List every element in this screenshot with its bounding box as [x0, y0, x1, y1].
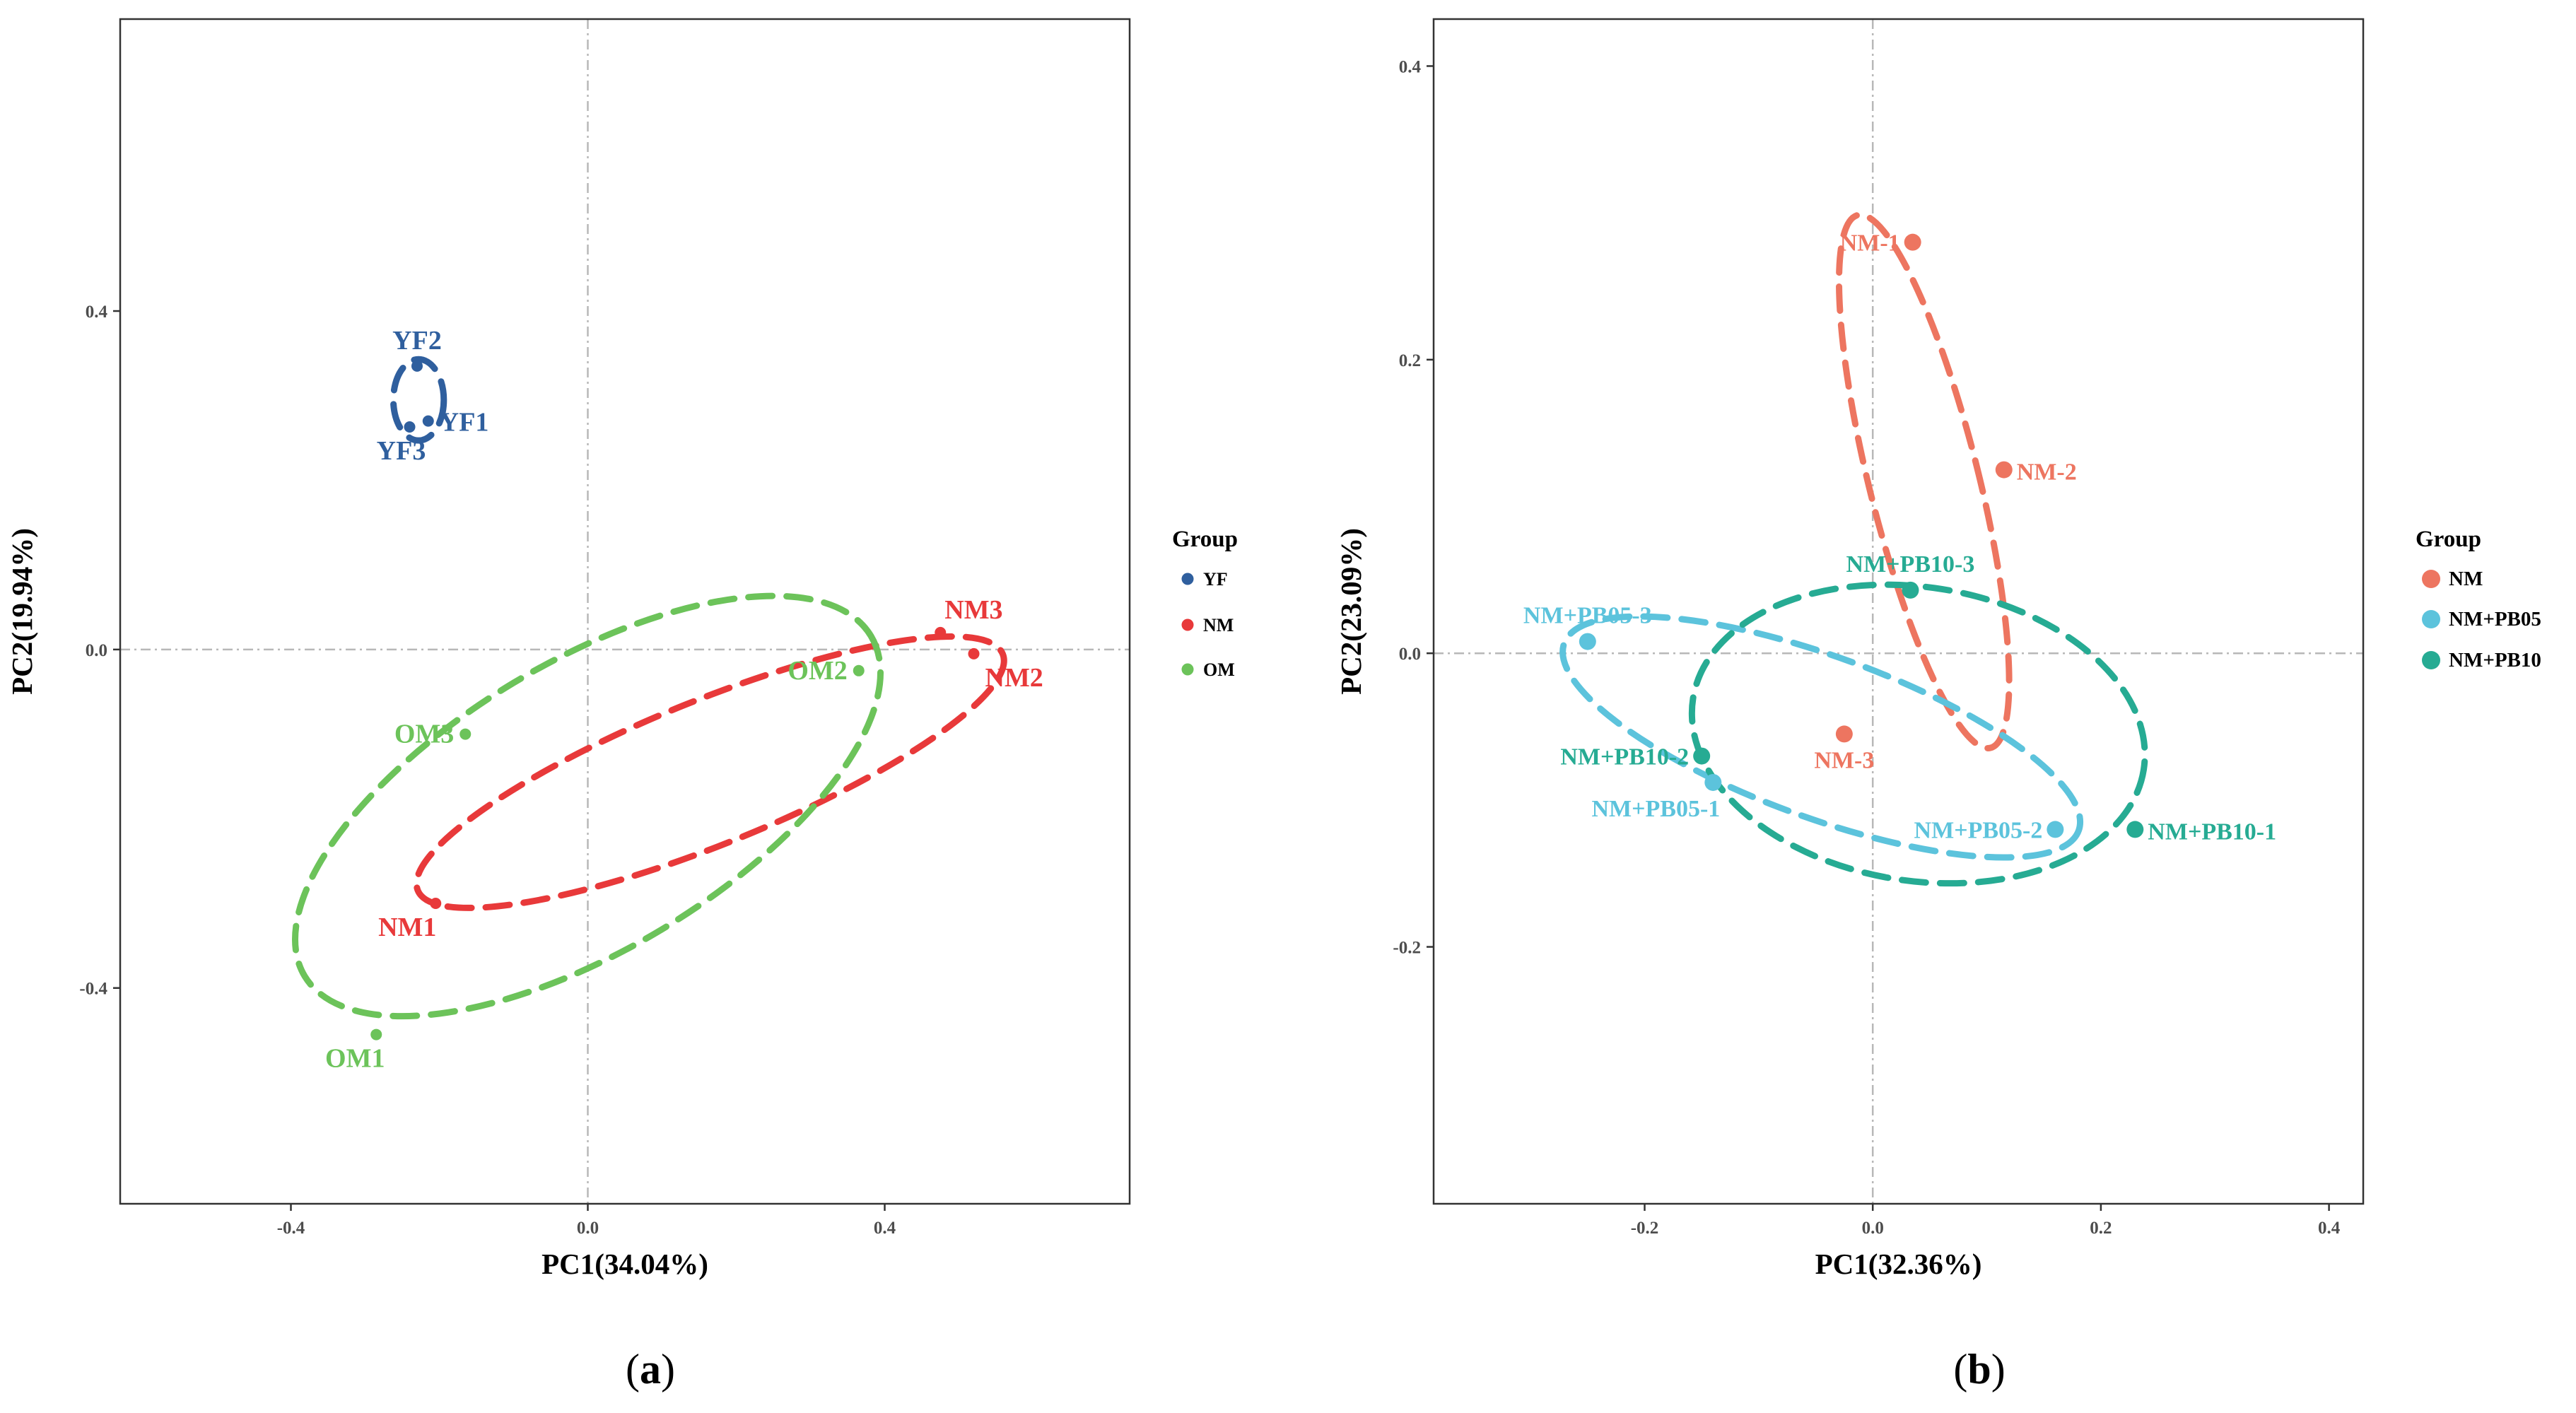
confidence-ellipse-om [291, 592, 884, 1020]
plot-border [119, 18, 1131, 1205]
y-tick-label: 0.4 [86, 303, 108, 322]
y-axis-title: PC2(19.94%) [6, 528, 38, 695]
point-label-yf3: YF3 [377, 436, 426, 466]
data-point-nm-pb05-2 [2047, 821, 2064, 838]
point-label-nm-pb10-1: NM+PB10-1 [2148, 819, 2276, 845]
point-label-nm2: NM2 [985, 663, 1043, 693]
x-tick-label: 0.2 [2090, 1219, 2112, 1238]
panel-caption: (a) [626, 1346, 675, 1393]
panel-caption-letter: a [640, 1346, 661, 1393]
point-label-yf1: YF1 [440, 408, 489, 438]
confidence-ellipse-nm-pb05 [1559, 613, 2084, 861]
point-label-nm-3: NM-3 [1814, 747, 1874, 773]
confidence-ellipse-nm [413, 633, 1007, 911]
data-point-yf1 [422, 415, 434, 427]
data-point-yf3 [404, 421, 416, 433]
point-label-om2: OM2 [788, 656, 847, 686]
point-label-nm-pb10-2: NM+PB10-2 [1560, 744, 1689, 770]
data-point-nm-pb05-3 [1579, 633, 1596, 650]
legend-label-nm-pb10: NM+PB10 [2449, 649, 2541, 672]
legend-swatch-nm-pb05 [2422, 610, 2440, 628]
point-label-nm-pb05-2: NM+PB05-2 [1914, 817, 2043, 843]
x-tick-label: 0.0 [1862, 1219, 1884, 1238]
panel-a-pca-chart: YF1 YF2 YF3 NM1 NM2 NM3 OM1 OM2 OM3 -0.4 0.0 0.4 -0.… [6, 18, 1238, 1393]
confidence-ellipse-nm [1835, 211, 2013, 751]
point-label-nm-pb05-1: NM+PB05-1 [1592, 796, 1721, 822]
data-point-nm-2 [1995, 461, 2013, 479]
x-tick-label: -0.2 [1631, 1219, 1659, 1238]
legend-label-nm-pb05: NM+PB05 [2449, 608, 2541, 631]
point-label-nm-2: NM-2 [2017, 459, 2077, 486]
data-point-nm-pb10-1 [2126, 821, 2144, 838]
legend-swatch-nm [2422, 570, 2440, 588]
point-label-nm-1: NM-1 [1840, 230, 1900, 257]
point-label-nm-pb05-3: NM+PB05-3 [1523, 603, 1652, 629]
x-tick-label: 0.4 [874, 1219, 896, 1238]
data-point-om3 [459, 728, 472, 740]
data-point-nm-pb05-1 [1704, 773, 1722, 791]
x-axis-title: PC1(34.04%) [541, 1248, 708, 1280]
panel-caption: (b) [1953, 1346, 2005, 1393]
legend-swatch-yf [1181, 573, 1194, 585]
legend-swatch-nm [1181, 618, 1194, 631]
x-axis-title: PC1(32.36%) [1815, 1248, 1982, 1280]
y-tick-label: 0.0 [86, 641, 107, 660]
legend-label-nm: NM [2449, 568, 2483, 590]
x-tick-label: 0.4 [2318, 1219, 2341, 1238]
point-label-nm3: NM3 [944, 595, 1002, 625]
plot-border [1432, 18, 2365, 1205]
point-label-nm-pb10-3: NM+PB10-3 [1846, 551, 1975, 577]
y-tick-label: 0.2 [1399, 351, 1421, 370]
panel-b-pca-chart: NM-1 NM-2 NM-3 NM+PB05-1 NM+PB05-2 NM+PB05-3 N… [1335, 18, 2541, 1393]
point-label-nm1: NM1 [378, 913, 436, 942]
legend-swatch-om [1181, 663, 1194, 676]
legend-title: Group [2416, 527, 2481, 552]
x-tick-label: 0.0 [577, 1219, 599, 1238]
data-point-nm-pb10-3 [1902, 581, 1919, 599]
legend-title: Group [1172, 527, 1238, 552]
point-label-om3: OM3 [394, 720, 454, 749]
data-point-yf2 [411, 360, 423, 372]
legend-label-nm: NM [1203, 615, 1234, 635]
y-tick-label: -0.2 [1393, 939, 1421, 958]
data-point-om1 [370, 1028, 382, 1040]
data-point-nm2 [968, 647, 980, 659]
panel-caption-letter: b [1967, 1346, 1991, 1393]
data-point-nm3 [935, 626, 947, 638]
data-point-om2 [853, 664, 865, 676]
y-tick-label: 0.4 [1399, 57, 1422, 76]
data-point-nm-1 [1904, 233, 1921, 251]
data-point-nm-pb10-2 [1693, 747, 1711, 765]
y-tick-label: 0.0 [1399, 645, 1421, 664]
point-label-yf2: YF2 [392, 326, 442, 356]
legend-swatch-nm-pb10 [2422, 651, 2440, 669]
y-tick-label: -0.4 [79, 980, 107, 999]
data-point-nm-3 [1835, 725, 1853, 743]
legend-label-yf: YF [1203, 569, 1228, 590]
y-axis-title: PC2(23.09%) [1335, 528, 1367, 695]
x-tick-label: -0.4 [277, 1219, 305, 1238]
data-point-nm1 [430, 898, 442, 910]
confidence-ellipse-nm-pb10 [1688, 581, 2148, 887]
legend-label-om: OM [1203, 659, 1235, 680]
point-label-om1: OM1 [325, 1044, 385, 1074]
confidence-ellipse-yf [390, 356, 447, 444]
